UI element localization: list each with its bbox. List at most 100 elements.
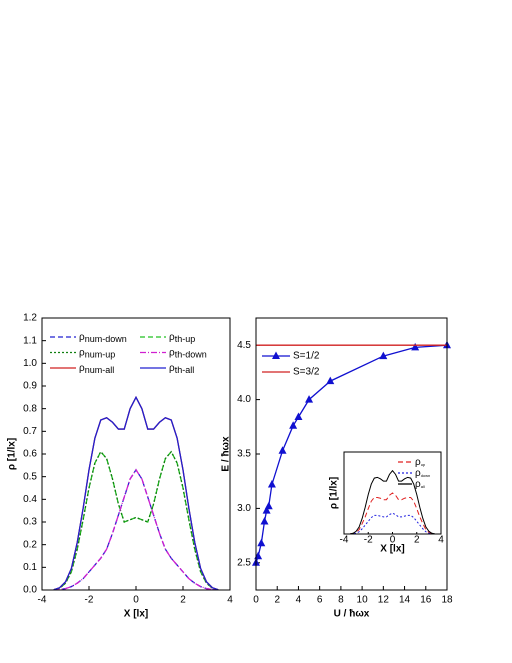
x-tick-label: 4 (296, 595, 302, 606)
legend-label: ρup (415, 457, 426, 468)
axes-frame (41, 317, 231, 591)
y-tick-label: 0.2 (23, 539, 37, 550)
x-tick-label: -2 (364, 535, 373, 546)
data-line (53, 395, 219, 590)
name-main: ρ (79, 363, 85, 374)
name-sub: th-all (175, 365, 195, 375)
x-tick-label: 12 (378, 595, 390, 606)
y-axis-label: ρ [1/lx] (7, 438, 18, 470)
x-axis-label: X [lx] (124, 609, 148, 620)
name-main: ρ (169, 363, 175, 374)
legend-label: ρth-all (169, 363, 194, 376)
name-sub: down (421, 473, 431, 478)
data-marker (305, 395, 314, 403)
x-tick-label: 2 (414, 535, 420, 546)
y-tick-label: 0.7 (23, 426, 37, 437)
data-line (53, 468, 219, 590)
name-main: ρ (79, 347, 85, 358)
y-axis-label: E / ħωx (221, 436, 232, 472)
data-marker (278, 446, 287, 454)
x-tick-label: 4 (227, 595, 233, 606)
x-tick-label: 16 (420, 595, 432, 606)
y-tick-label: 1.2 (23, 313, 37, 324)
x-axis-label: U / ħωx (334, 609, 370, 620)
data-marker (294, 412, 303, 421)
x-tick-label: 14 (399, 595, 411, 606)
x-tick-label: -4 (340, 535, 349, 546)
panel: -4 -2 0 2 4 0.0 0.1 0.2 0.3 0.4 0.5 0.6 0.7 0.8 0.9 1.0… (7, 313, 234, 620)
legend-label: ρall (415, 479, 425, 490)
x-tick-label: 4 (438, 535, 444, 546)
data-marker (262, 506, 271, 514)
name-sub: th-up (175, 334, 196, 344)
x-tick-label: 0 (133, 595, 139, 606)
name-main: ρ (415, 468, 421, 479)
y-axis-label: ρ [1/lx] (329, 477, 340, 509)
legend-label: ρdown (415, 468, 430, 479)
x-axis-label: X [lx] (380, 544, 404, 555)
name-sub: num-up (85, 350, 116, 360)
name-main: ρ (79, 332, 85, 343)
x-tick-label: 0 (253, 595, 259, 606)
y-tick-label: 4.5 (237, 340, 251, 351)
legend-label: ρth-up (169, 332, 195, 345)
data-marker (260, 516, 269, 525)
x-tick-label: 18 (441, 595, 453, 606)
data-marker (264, 501, 273, 510)
data-line (53, 468, 219, 590)
data-marker (411, 342, 420, 351)
data-marker (289, 421, 298, 429)
data-line (53, 450, 219, 590)
axes-frame (255, 317, 448, 591)
axes-frame (343, 451, 442, 535)
y-tick-label: 4.0 (237, 394, 251, 405)
y-tick-label: 0.4 (23, 494, 37, 505)
data-marker (254, 551, 263, 560)
y-tick-label: 0.9 (23, 381, 37, 392)
legend-label: ρnum-up (79, 347, 115, 360)
x-tick-label: 2 (274, 595, 280, 606)
name-main: ρ (415, 457, 421, 468)
x-tick-label: 0 (390, 535, 396, 546)
data-marker (267, 479, 276, 488)
x-tick-label: 10 (357, 595, 369, 606)
name-sub: all (421, 484, 425, 489)
y-tick-label: 0.6 (23, 449, 37, 460)
x-tick-label: 2 (180, 595, 186, 606)
y-tick-label: 2.5 (237, 557, 251, 568)
x-tick-label: 8 (338, 595, 344, 606)
y-tick-label: 3.5 (237, 449, 251, 460)
y-tick-label: 1.0 (23, 358, 37, 369)
data-line (53, 450, 219, 590)
name-main: ρ (415, 479, 421, 490)
y-tick-label: 3.0 (237, 503, 251, 514)
data-marker (326, 376, 335, 385)
y-tick-label: 0.1 (23, 562, 37, 573)
data-line (53, 395, 219, 590)
x-tick-label: -4 (38, 595, 47, 606)
legend-label: ρnum-down (79, 332, 127, 345)
legend-label: ρth-down (169, 347, 207, 360)
legend-label: ρnum-all (79, 363, 114, 376)
name-sub: num-down (85, 334, 127, 344)
legend-label: S=1/2 (293, 351, 320, 362)
panel: 0 2 4 6 8 10 12 14 16 18 2.5 3.0 3.5 4.0 4.5 U / ħωx E /… (221, 317, 453, 620)
data-line (350, 512, 435, 534)
x-tick-label: -2 (85, 595, 94, 606)
x-tick-label: 6 (317, 595, 323, 606)
name-sub: num-all (85, 365, 115, 375)
data-marker (257, 538, 266, 547)
y-tick-label: 0.3 (23, 517, 37, 528)
y-tick-label: 0.5 (23, 471, 37, 482)
legend-label: S=3/2 (293, 367, 320, 378)
y-tick-label: 0.0 (23, 585, 37, 596)
data-line (349, 492, 436, 534)
name-main: ρ (169, 332, 175, 343)
name-main: ρ (169, 347, 175, 358)
name-sub: th-down (175, 350, 207, 360)
data-line (349, 469, 436, 534)
name-sub: up (421, 462, 426, 467)
data-marker (379, 351, 388, 360)
